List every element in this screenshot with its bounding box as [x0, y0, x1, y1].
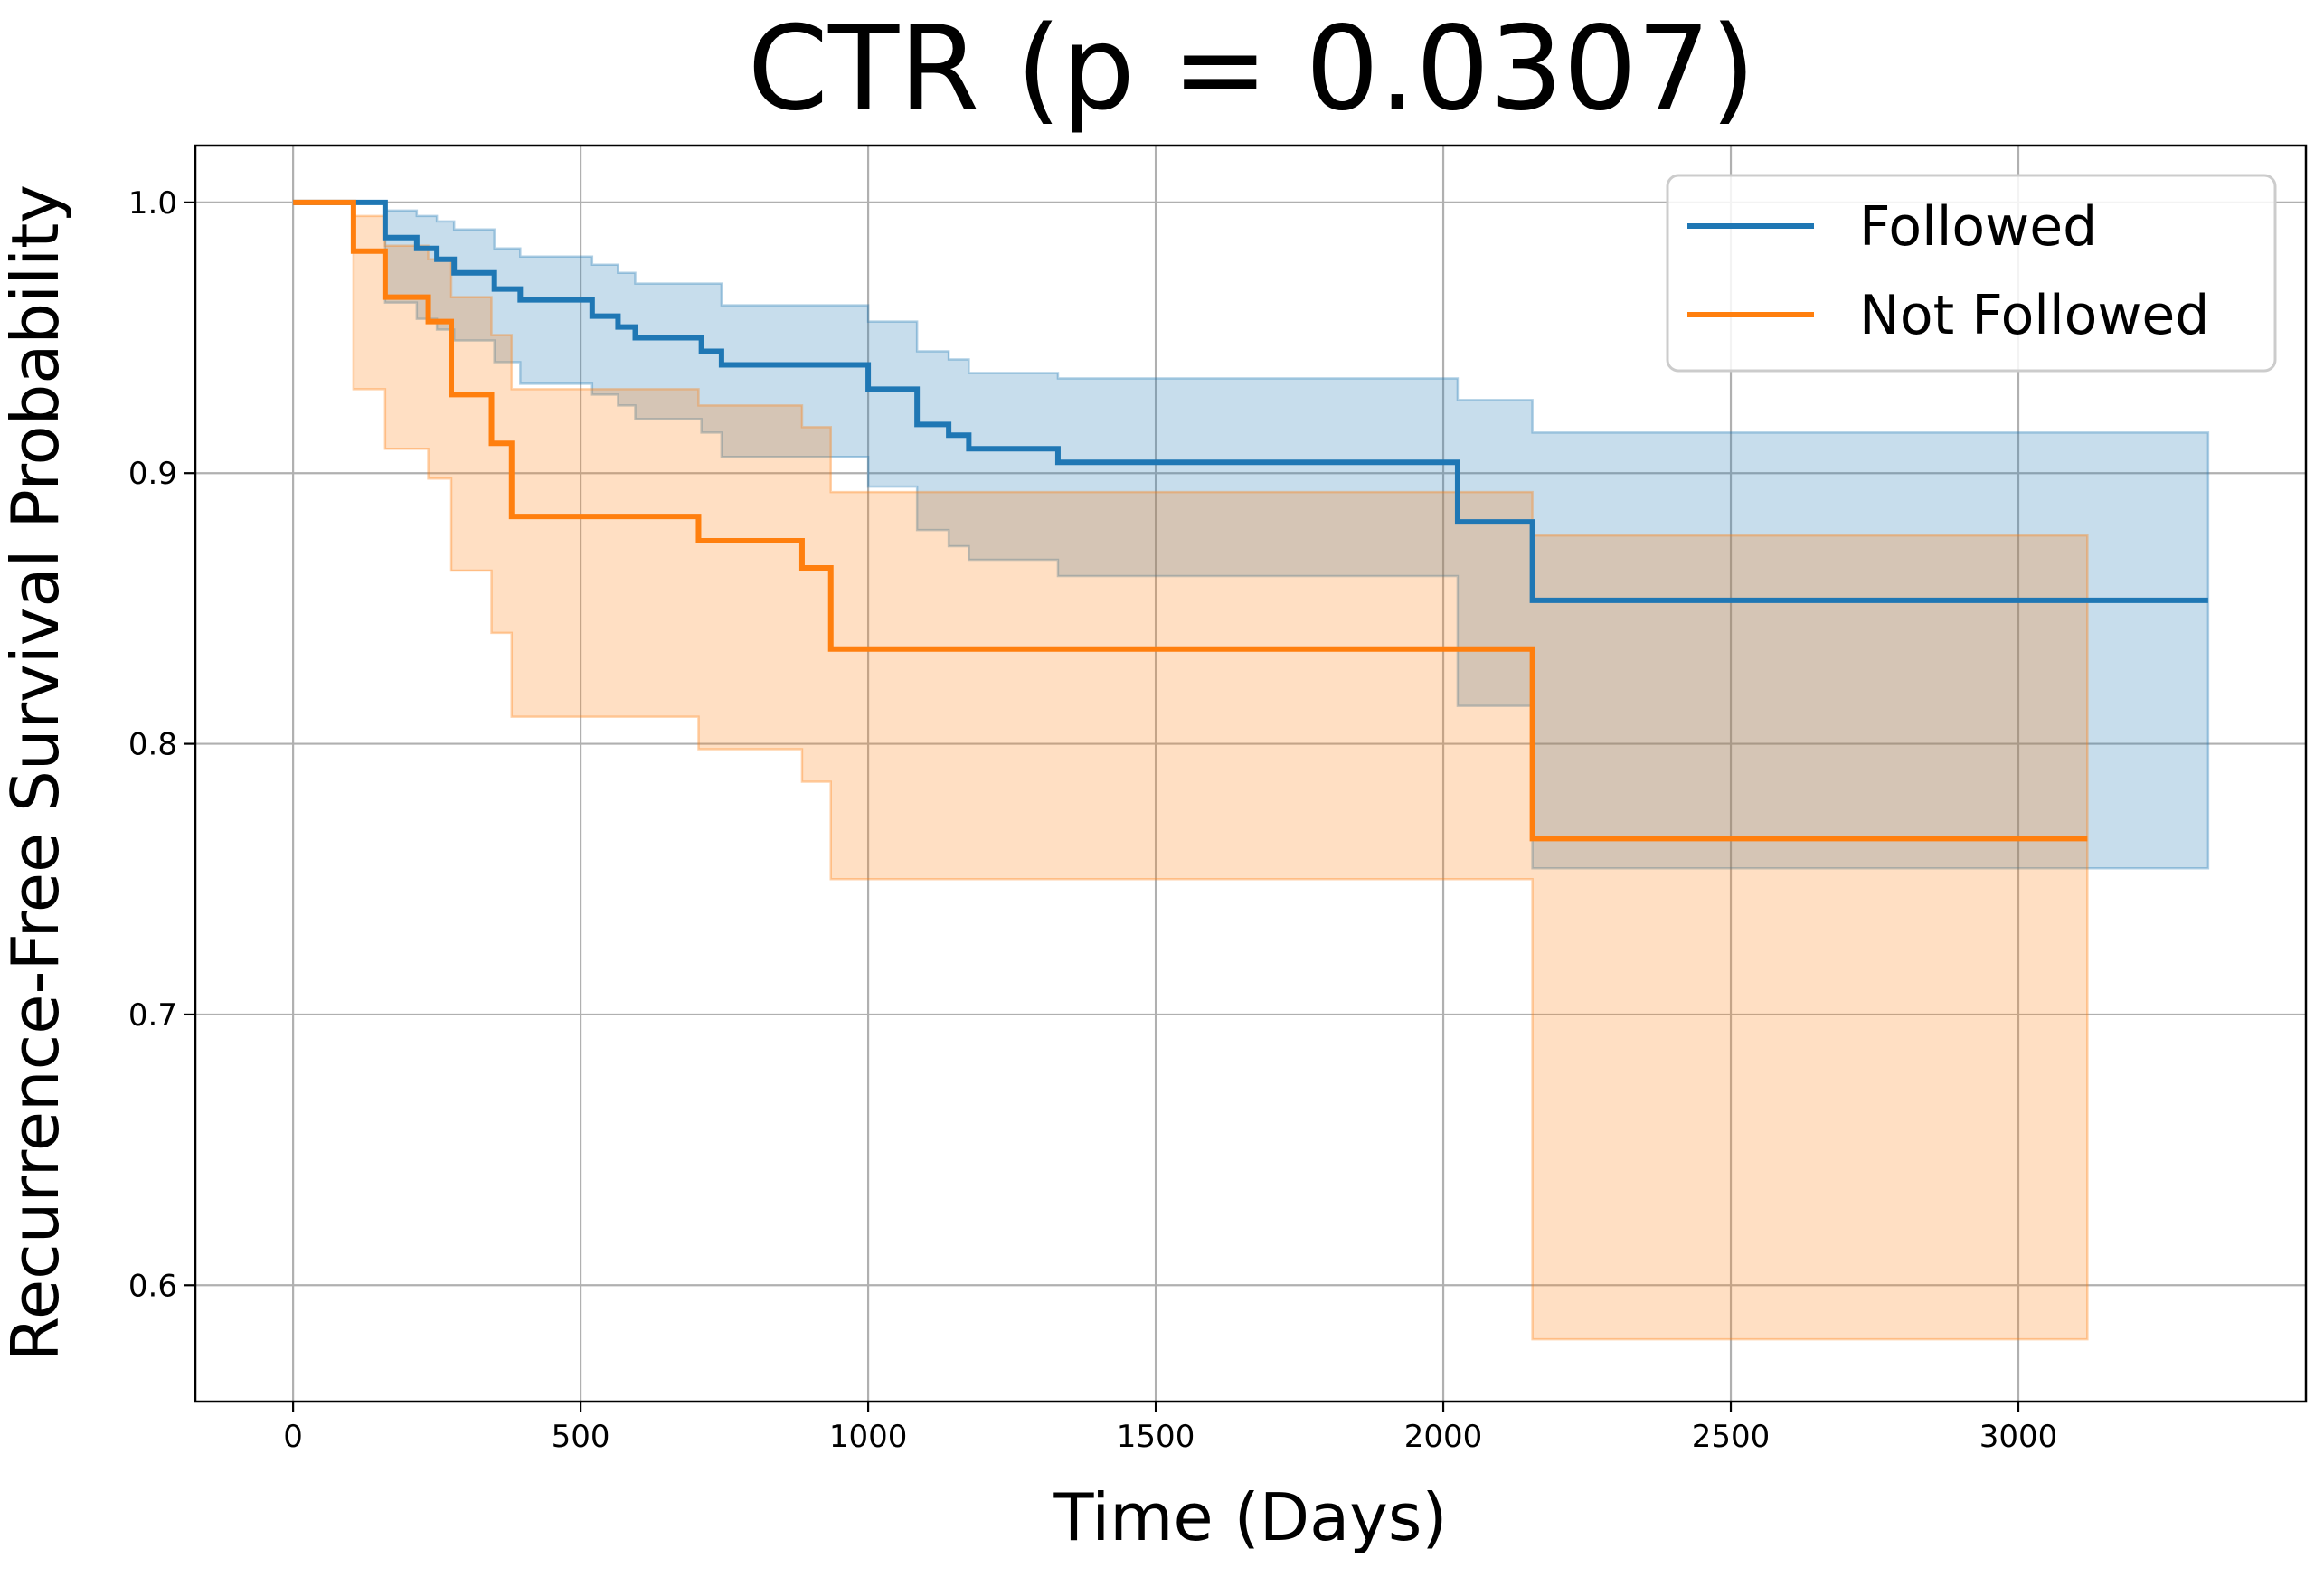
x-tick-label: 2000 [1404, 1419, 1483, 1455]
y-tick-label: 0.6 [128, 1268, 177, 1304]
x-tick-label: 3000 [1979, 1419, 2058, 1455]
survival-curves [293, 199, 2208, 842]
ci-band-not-followed [293, 201, 2089, 1341]
legend: Followed Not Followed [1666, 174, 2277, 373]
y-tick-label: 0.8 [128, 727, 177, 763]
x-tick-label: 2500 [1692, 1419, 1771, 1455]
x-tick-label: 1500 [1117, 1419, 1195, 1455]
y-tick-label: 0.9 [128, 456, 177, 492]
curve-not-followed [293, 199, 2088, 842]
confidence-bands [293, 201, 2210, 1341]
y-tick-label: 1.0 [128, 185, 177, 222]
chart-title: CTR (p = 0.0307) [748, 2, 1756, 137]
x-tick-label: 500 [552, 1419, 610, 1455]
y-axis-label: Recurrence-Free Survival Probability [0, 184, 73, 1362]
y-tick-label: 0.7 [128, 997, 177, 1034]
legend-label-not-followed: Not Followed [1859, 284, 2209, 347]
curve-followed [293, 199, 2208, 603]
x-tick-label: 1000 [829, 1419, 908, 1455]
x-axis-label: Time (Days) [1053, 1479, 1448, 1555]
x-tick-label: 0 [283, 1419, 303, 1455]
axis-ticks: 0 500 1000 1500 2000 2500 3000 0.6 0.7 0.8 0.9 1.0 [128, 185, 2057, 1455]
legend-box [1666, 174, 2277, 373]
legend-label-followed: Followed [1859, 195, 2097, 259]
plot-frame [194, 144, 2308, 1403]
ci-band-followed [293, 201, 2210, 870]
grid [195, 146, 2306, 1402]
